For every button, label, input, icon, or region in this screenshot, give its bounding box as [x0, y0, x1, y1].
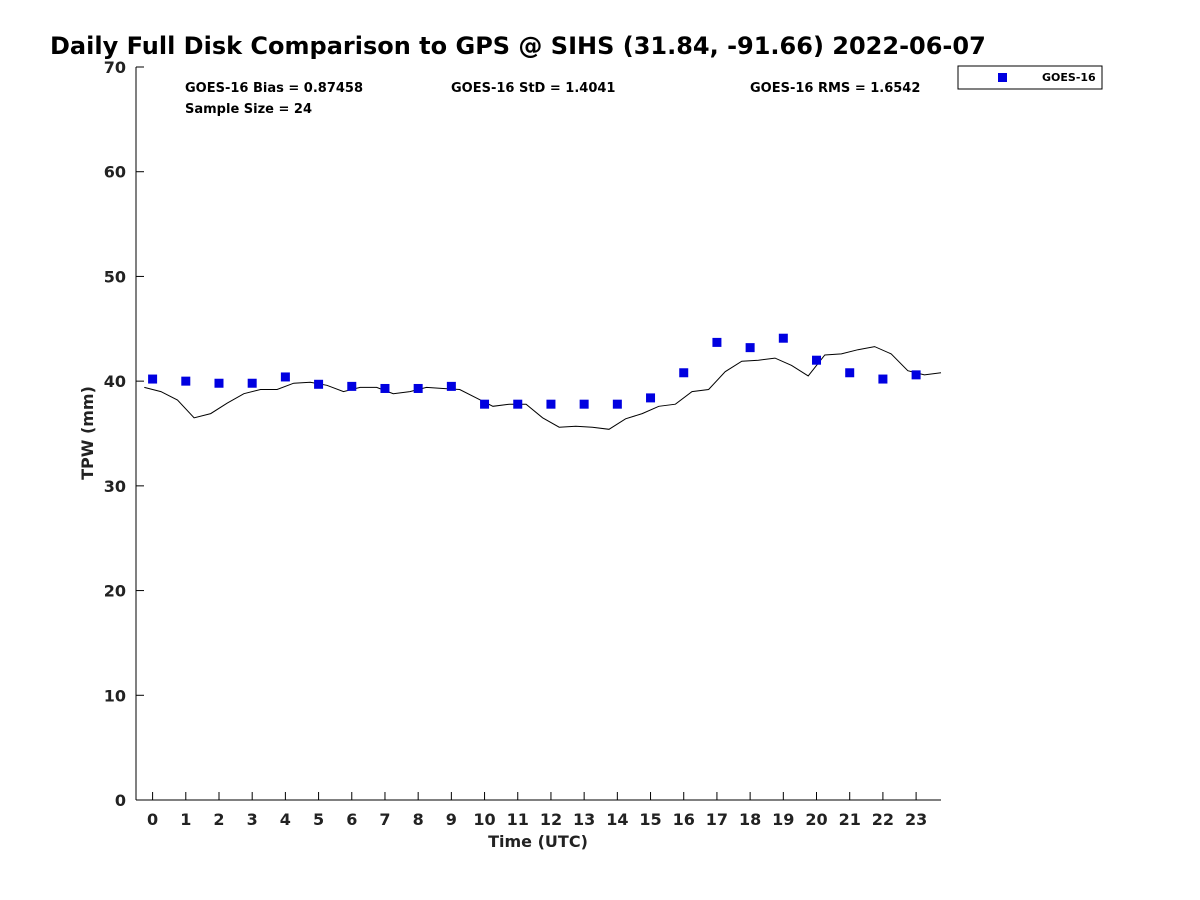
y-tick-label: 50	[104, 267, 126, 286]
x-tick-label: 16	[673, 810, 695, 829]
x-tick-label: 14	[606, 810, 628, 829]
goes16-point	[347, 381, 357, 391]
x-tick-label: 21	[839, 810, 861, 829]
stats-panel: GOES-16 Bias = 0.87458 GOES-16 StD = 1.4…	[185, 81, 920, 117]
x-tick-label: 19	[772, 810, 794, 829]
y-tick-label: 40	[104, 372, 126, 391]
x-tick-label: 3	[247, 810, 258, 829]
goes16-point	[214, 378, 224, 388]
x-tick-label: 20	[805, 810, 827, 829]
y-tick-label: 20	[104, 582, 126, 601]
goes16-point	[911, 370, 921, 380]
x-tick-label: 11	[507, 810, 529, 829]
x-tick-label: 23	[905, 810, 927, 829]
chart-title: Daily Full Disk Comparison to GPS @ SIHS…	[50, 32, 986, 60]
x-tick-label: 6	[346, 810, 357, 829]
legend-box	[957, 65, 1103, 90]
goes16-point	[480, 399, 490, 409]
x-tick-label: 7	[379, 810, 390, 829]
gps-line-series	[144, 346, 942, 430]
x-tick-label: 15	[639, 810, 661, 829]
goes16-point	[380, 383, 390, 393]
goes16-point	[413, 383, 423, 393]
legend-marker-goes16	[998, 73, 1007, 82]
x-axis-label: Time (UTC)	[488, 832, 588, 851]
stat-rms: GOES-16 RMS = 1.6542	[750, 81, 920, 96]
x-tick-label: 8	[413, 810, 424, 829]
goes16-point-series	[148, 333, 921, 409]
y-tick-label: 0	[115, 791, 126, 810]
stat-std: GOES-16 StD = 1.4041	[451, 81, 615, 96]
goes16-point	[247, 378, 257, 388]
goes16-point	[845, 368, 855, 378]
goes16-point	[679, 368, 689, 378]
x-tick-label: 10	[473, 810, 495, 829]
goes16-point	[878, 374, 888, 384]
goes16-point	[181, 376, 191, 386]
x-tick-label: 0	[147, 810, 158, 829]
goes16-point	[778, 333, 788, 343]
goes16-point	[446, 381, 456, 391]
x-tick-label: 17	[706, 810, 728, 829]
axes	[135, 67, 941, 801]
goes16-point	[812, 355, 822, 365]
x-tick-label: 13	[573, 810, 595, 829]
goes16-point	[712, 337, 722, 347]
goes16-point	[579, 399, 589, 409]
goes16-point	[546, 399, 556, 409]
y-tick-label: 60	[104, 163, 126, 182]
x-tick-label: 2	[213, 810, 224, 829]
y-tick-label: 10	[104, 686, 126, 705]
y-tick-label: 70	[104, 58, 126, 77]
y-axis-label: TPW (mm)	[78, 386, 97, 480]
x-tick-label: 1	[180, 810, 191, 829]
gps-line	[144, 346, 942, 430]
x-tick-label: 4	[280, 810, 291, 829]
x-tick-label: 18	[739, 810, 761, 829]
goes16-point	[745, 343, 755, 353]
x-tick-label: 5	[313, 810, 324, 829]
x-tick-label: 12	[540, 810, 562, 829]
goes16-point	[646, 393, 656, 403]
x-tick-label: 22	[872, 810, 894, 829]
goes16-point	[148, 374, 158, 384]
y-tick-label: 30	[104, 477, 126, 496]
stat-bias: GOES-16 Bias = 0.87458	[185, 81, 363, 96]
goes16-point	[280, 372, 290, 382]
legend-label-goes16: GOES-16	[1042, 71, 1096, 84]
goes16-point	[612, 399, 622, 409]
x-tick-label: 9	[446, 810, 457, 829]
stat-sample-size: Sample Size = 24	[185, 102, 312, 117]
goes16-point	[314, 379, 324, 389]
legend: GOES-16	[957, 65, 1103, 90]
goes16-point	[513, 399, 523, 409]
